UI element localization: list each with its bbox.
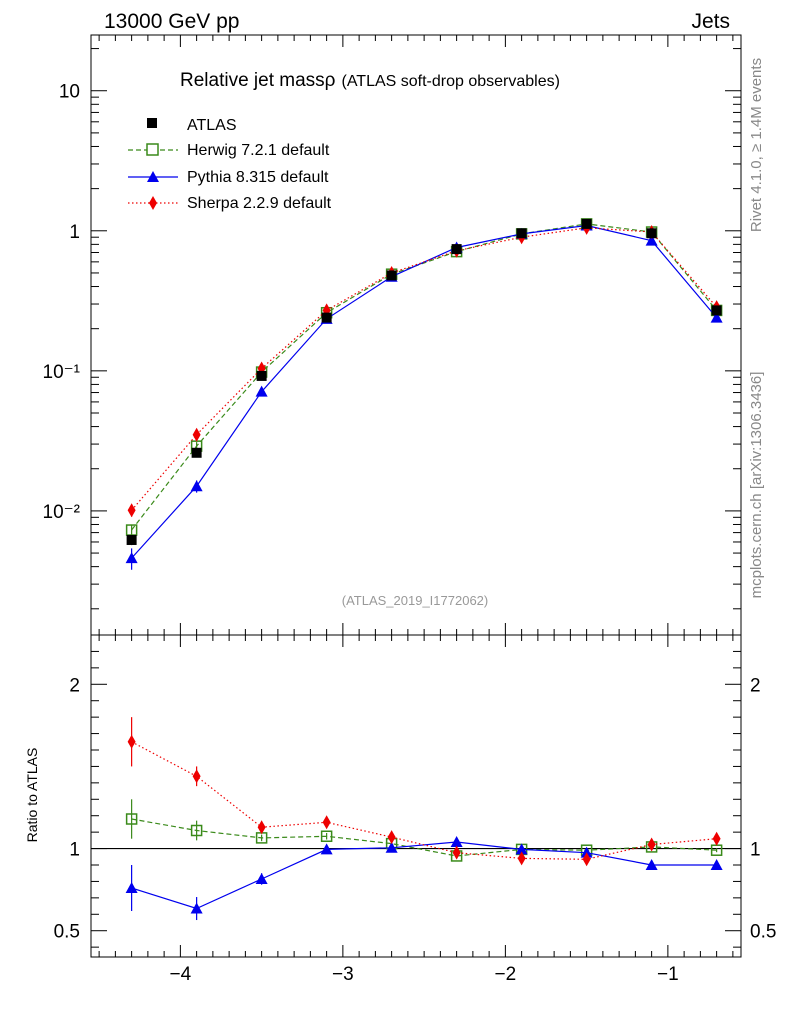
ratio-sherpa-point: [712, 831, 721, 846]
series-layer: [125, 218, 723, 921]
main-data-point: [581, 218, 592, 229]
ratio-sherpa-point: [387, 830, 396, 845]
main-sherpa-point: [192, 427, 201, 442]
ratio-pythia-point: [450, 836, 463, 847]
ratio-sherpa-point: [582, 852, 591, 867]
main-pythia-point: [645, 234, 658, 246]
main-data-point: [386, 270, 397, 281]
ratio-y-tick-label-right: 2: [750, 675, 761, 696]
ratio-y-tick-label-left: 2: [69, 675, 80, 696]
x-tick-label: −4: [170, 964, 192, 985]
ratio-herwig-point: [320, 830, 333, 842]
y-tick-label: 10: [59, 82, 80, 103]
main-data-point: [451, 244, 462, 255]
ratio-sherpa-point: [452, 845, 461, 860]
legend-marker-herwig: [146, 143, 159, 156]
ratio-herwig-point: [125, 813, 138, 825]
main-sherpa-point: [127, 503, 136, 518]
ratio-pythia-point: [320, 843, 333, 855]
ratio-pythia-point: [645, 859, 658, 870]
ratio-pythia-point: [515, 843, 528, 855]
y-tick-label: 1: [69, 222, 80, 243]
ratio-herwig-point: [190, 824, 203, 837]
ratio-pythia-point: [385, 841, 398, 853]
main-data-point: [321, 312, 332, 323]
axes-layer: −4 −3 −2 −1 10 1 10⁻¹ 10⁻² 2 2 1 1 0.5 0.5: [43, 35, 776, 985]
main-pythia-point: [255, 385, 268, 397]
x-tick-label: −2: [495, 964, 517, 985]
ratio-pythia-point: [710, 859, 723, 870]
mcplots-label: mcplots.cern.ch [arXiv:1306.3436]: [748, 372, 765, 599]
ratio-sherpa-line: [131, 741, 717, 860]
x-tick-label: −3: [332, 964, 354, 985]
main-pythia-point: [125, 552, 138, 564]
ratio-sherpa-point: [192, 769, 201, 784]
plot-title-main: Relative jet massρ: [180, 70, 336, 91]
legend-label-herwig: Herwig 7.2.1 default: [187, 142, 330, 159]
ratio-panel-frame: [90, 634, 742, 958]
ratio-pythia-line: [131, 841, 717, 910]
rivet-label: Rivet 4.1.0, ≥ 1.4M events: [748, 58, 765, 232]
legend-marker-atlas: [147, 118, 157, 128]
ratio-ylabel: Ratio to ATLAS: [24, 748, 40, 843]
main-pythia-point: [190, 480, 203, 492]
plot-title: Relative jet massρ (ATLAS soft-drop obser…: [180, 70, 560, 91]
main-sherpa-line: [131, 227, 718, 511]
main-data-point: [646, 228, 657, 239]
category-label: Jets: [691, 10, 730, 33]
ratio-y-tick-label-right: 0.5: [750, 922, 776, 943]
y-tick-label: 10⁻²: [43, 502, 81, 523]
analysis-watermark: (ATLAS_2019_I1772062): [342, 593, 488, 608]
main-data-point: [711, 305, 722, 316]
ratio-pythia-point: [125, 882, 138, 893]
main-pythia-line: [131, 224, 718, 559]
main-data-point: [191, 447, 202, 458]
ratio-pythia-point: [190, 902, 203, 914]
legend-marker-pythia: [147, 171, 159, 182]
ratio-sherpa-point: [517, 851, 526, 866]
ratio-sherpa-point: [127, 734, 136, 749]
plot-title-sub: (ATLAS soft-drop observables): [341, 73, 559, 90]
main-data-point: [256, 370, 267, 381]
y-tick-label: 10⁻¹: [43, 362, 81, 383]
ratio-sherpa-point: [322, 815, 331, 830]
ratio-pythia-point: [255, 872, 268, 884]
ratio-y-tick-label-left: 1: [69, 840, 80, 861]
legend-label-pythia: Pythia 8.315 default: [187, 169, 329, 186]
main-pythia-point: [710, 311, 723, 323]
ratio-pythia-point: [580, 846, 593, 858]
ratio-sherpa-point: [257, 820, 266, 835]
main-data-point: [126, 534, 137, 545]
ratio-y-tick-label-right: 1: [750, 840, 761, 861]
energy-label: 13000 GeV pp: [104, 10, 239, 33]
x-tick-label: −1: [657, 964, 679, 985]
ratio-herwig-line: [131, 818, 717, 857]
legend-label-sherpa: Sherpa 2.2.9 default: [187, 195, 332, 212]
ratio-sherpa-point: [647, 837, 656, 852]
legend: ATLAS Herwig 7.2.1 default Pythia 8.315 …: [128, 117, 332, 212]
ratio-y-tick-label-left: 0.5: [54, 922, 80, 943]
legend-label-atlas: ATLAS: [187, 117, 237, 134]
main-herwig-line: [131, 223, 718, 531]
main-data-point: [516, 228, 527, 239]
legend-marker-sherpa: [149, 196, 157, 210]
